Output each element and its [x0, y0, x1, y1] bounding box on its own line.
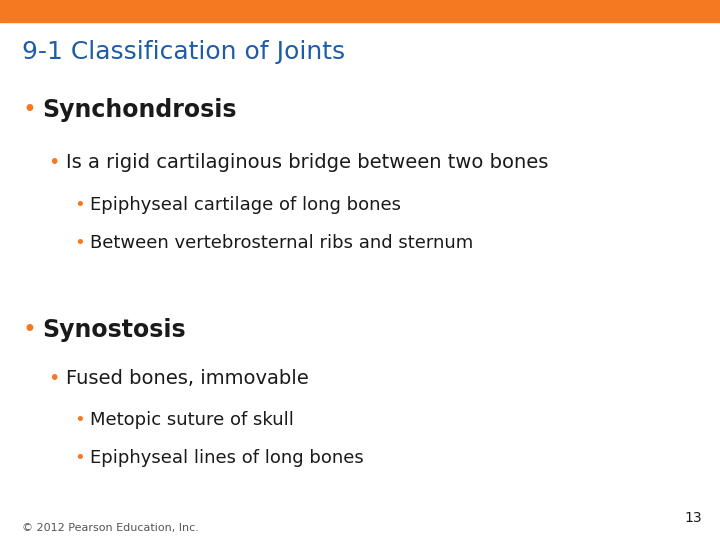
Text: •: •: [48, 152, 59, 172]
Text: Is a rigid cartilaginous bridge between two bones: Is a rigid cartilaginous bridge between …: [66, 152, 549, 172]
Text: Between vertebrosternal ribs and sternum: Between vertebrosternal ribs and sternum: [90, 234, 473, 252]
Text: •: •: [48, 368, 59, 388]
Text: 9-1 Classification of Joints: 9-1 Classification of Joints: [22, 40, 345, 64]
Text: Epiphyseal cartilage of long bones: Epiphyseal cartilage of long bones: [90, 196, 401, 214]
Text: Metopic suture of skull: Metopic suture of skull: [90, 411, 294, 429]
Text: •: •: [74, 449, 85, 467]
Text: 13: 13: [685, 511, 702, 525]
Bar: [0, 0, 720, 22]
Text: Synchondrosis: Synchondrosis: [42, 98, 236, 122]
Text: © 2012 Pearson Education, Inc.: © 2012 Pearson Education, Inc.: [22, 523, 199, 533]
Text: Fused bones, immovable: Fused bones, immovable: [66, 368, 309, 388]
Text: •: •: [74, 411, 85, 429]
Text: Synostosis: Synostosis: [42, 318, 186, 342]
Text: •: •: [22, 318, 36, 342]
Text: •: •: [74, 234, 85, 252]
Text: Epiphyseal lines of long bones: Epiphyseal lines of long bones: [90, 449, 364, 467]
Text: •: •: [74, 196, 85, 214]
Text: •: •: [22, 98, 36, 122]
